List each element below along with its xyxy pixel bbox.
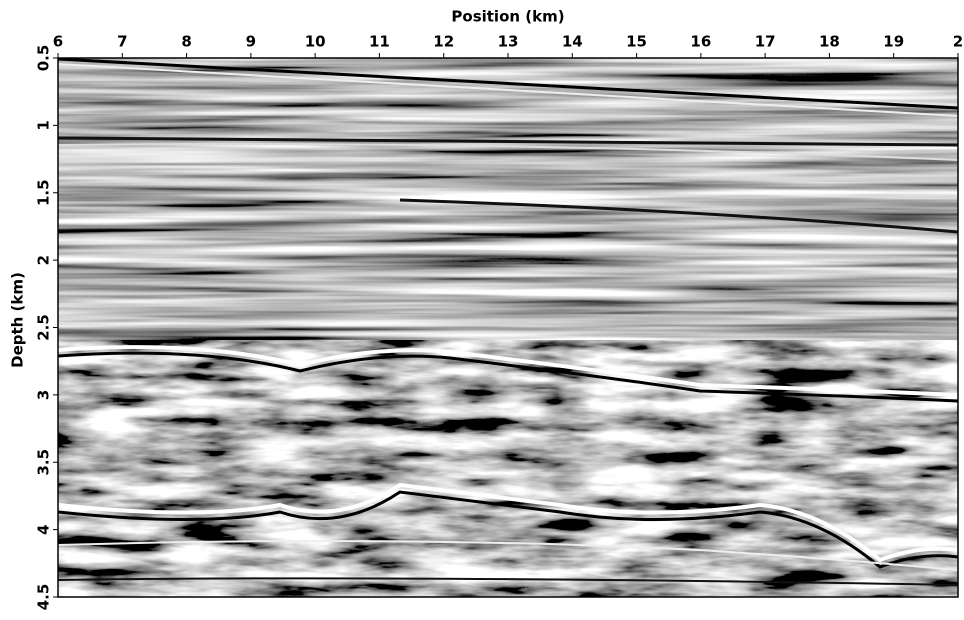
x-tick-label: 16 [690, 33, 711, 51]
x-tick-label: 14 [562, 33, 583, 51]
x-tick-label: 13 [498, 33, 519, 51]
y-tick-label: 2.5 [35, 314, 53, 341]
x-tick-label: 10 [305, 33, 326, 51]
x-tick-label: 8 [181, 33, 191, 51]
y-tick-label: 3.5 [35, 449, 53, 476]
x-tick-label: 2 [953, 33, 963, 51]
x-tick-label: 6 [53, 33, 63, 51]
y-axis-title: Depth (km) [9, 272, 27, 368]
y-tick-label: 0.5 [35, 45, 53, 72]
x-tick-label: 11 [369, 33, 390, 51]
y-tick-label: 1.5 [35, 179, 53, 206]
y-tick-label: 2 [35, 255, 53, 265]
x-tick-label: 12 [433, 33, 454, 51]
x-tick-label: 15 [626, 33, 647, 51]
y-tick-label: 1 [35, 120, 53, 130]
x-tick-label: 9 [246, 33, 256, 51]
x-tick-label: 18 [819, 33, 840, 51]
seismic-image [58, 58, 958, 597]
x-tick-label: 17 [755, 33, 776, 51]
x-axis-title: Position (km) [451, 8, 564, 26]
y-tick-label: 4.5 [35, 584, 53, 611]
y-tick-label: 3 [35, 390, 53, 400]
x-tick-label: 7 [117, 33, 127, 51]
y-tick-label: 4 [35, 524, 53, 534]
x-tick-label: 19 [883, 33, 904, 51]
